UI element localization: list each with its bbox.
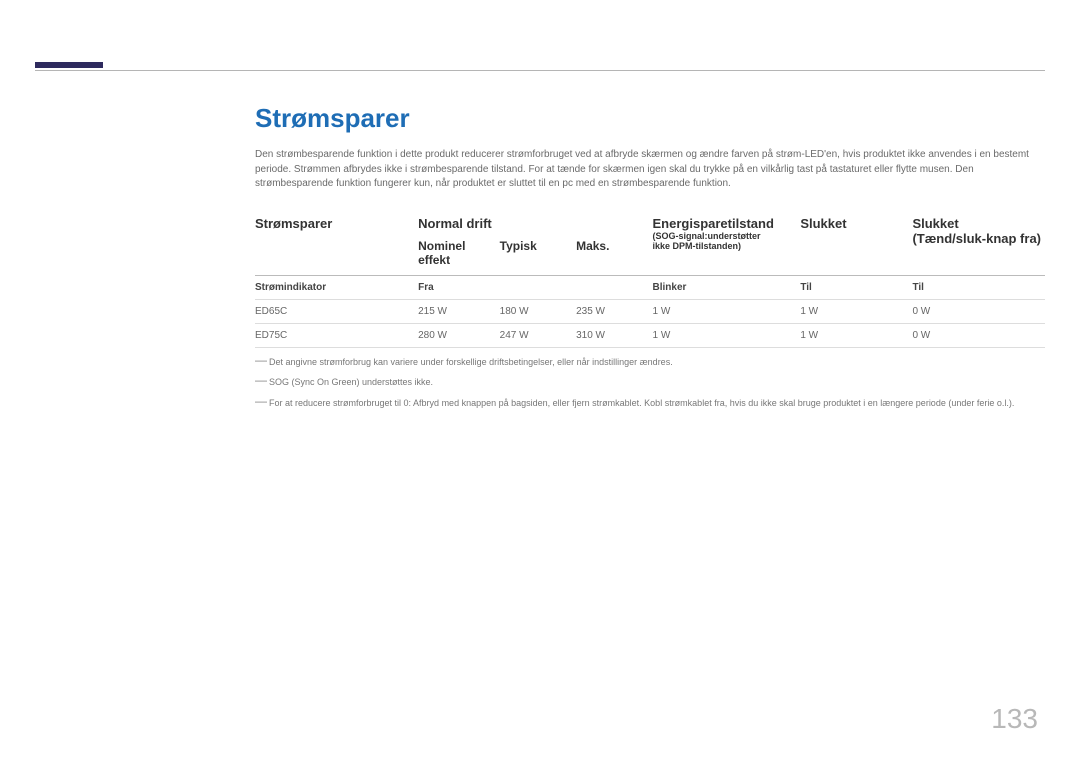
intro-paragraph: Den strømbesparende funktion i dette pro… — [255, 148, 1045, 192]
th-energi-sub2: ikke DPM-tilstanden) — [653, 241, 797, 251]
cell-indicator-e3 — [576, 275, 652, 299]
cell-energi: 1 W — [653, 323, 801, 347]
content-area: Strømsparer Den strømbesparende funktion… — [255, 103, 1045, 417]
table-row: ED75C 280 W 247 W 310 W 1 W 1 W 0 W — [255, 323, 1045, 347]
spec-table: Strømsparer Normal drift Energisparetils… — [255, 208, 1045, 348]
cell-indicator-label: Strømindikator — [255, 275, 418, 299]
cell-model: ED75C — [255, 323, 418, 347]
cell-indicator-e2 — [500, 275, 576, 299]
cell-indicator-blinker: Blinker — [653, 275, 801, 299]
cell-maks: 235 W — [576, 299, 652, 323]
th-slukket1: Slukket — [800, 208, 912, 276]
cell-slukket2: 0 W — [912, 299, 1045, 323]
footnotes: Det angivne strømforbrug kan variere und… — [255, 356, 1045, 410]
page-number: 133 — [991, 703, 1038, 735]
page-title: Strømsparer — [255, 103, 1045, 134]
cell-typisk: 247 W — [500, 323, 576, 347]
th-slukket2-sub: (Tænd/sluk-knap fra) — [912, 231, 1041, 246]
th-normal-drift: Normal drift — [418, 208, 652, 233]
cell-indicator-til1: Til — [800, 275, 912, 299]
footnote-item: Det angivne strømforbrug kan variere und… — [255, 356, 1045, 369]
th-maks: Maks. — [576, 233, 652, 276]
table-row-indicator: Strømindikator Fra Blinker Til Til — [255, 275, 1045, 299]
cell-slukket2: 0 W — [912, 323, 1045, 347]
cell-maks: 310 W — [576, 323, 652, 347]
th-typisk: Typisk — [500, 233, 576, 276]
cell-nominel: 280 W — [418, 323, 500, 347]
cell-indicator-fra: Fra — [418, 275, 500, 299]
cell-energi: 1 W — [653, 299, 801, 323]
table-header-main: Strømsparer Normal drift Energisparetils… — [255, 208, 1045, 233]
th-energi-sub1: (SOG-signal:understøtter — [653, 231, 797, 241]
th-energispare: Energisparetilstand (SOG-signal:understø… — [653, 208, 801, 276]
footnote-item: For at reducere strømforbruget til 0: Af… — [255, 397, 1045, 410]
th-stromsparer: Strømsparer — [255, 208, 418, 276]
cell-typisk: 180 W — [500, 299, 576, 323]
th-slukket2: Slukket (Tænd/sluk-knap fra) — [912, 208, 1045, 276]
top-rule — [35, 70, 1045, 71]
th-slukket2-label: Slukket — [912, 216, 958, 231]
cell-slukket1: 1 W — [800, 299, 912, 323]
table-row: ED65C 215 W 180 W 235 W 1 W 1 W 0 W — [255, 299, 1045, 323]
footnote-item: SOG (Sync On Green) understøttes ikke. — [255, 376, 1045, 389]
cell-indicator-til2: Til — [912, 275, 1045, 299]
cell-model: ED65C — [255, 299, 418, 323]
cell-nominel: 215 W — [418, 299, 500, 323]
accent-bar — [35, 62, 103, 68]
th-energi-label: Energisparetilstand — [653, 216, 774, 231]
cell-slukket1: 1 W — [800, 323, 912, 347]
th-nominel: Nominel effekt — [418, 233, 500, 276]
